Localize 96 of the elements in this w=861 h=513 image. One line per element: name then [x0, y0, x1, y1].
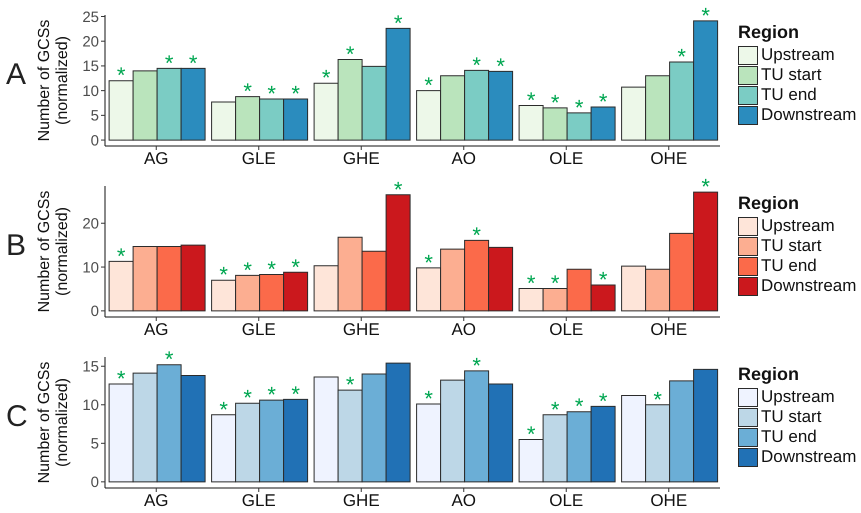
data-label: * [701, 174, 710, 200]
data-label: * [346, 41, 355, 66]
text: C [6, 400, 28, 434]
legend-label: TU end [761, 256, 817, 276]
data-label: * [394, 10, 403, 36]
x-tick-label: OLE [549, 149, 584, 168]
data-label: * [219, 262, 228, 288]
x-tick-label: GLE [242, 491, 276, 510]
data-label: * [346, 372, 355, 398]
data-label: * [116, 62, 126, 88]
x-tick-label: AO [451, 149, 476, 168]
data-label: * [291, 381, 300, 406]
y-tick-label: 15 [82, 358, 99, 376]
x-tick-label: OLE [549, 491, 584, 510]
x-tick-label: AG [144, 491, 169, 510]
data-label: * [291, 81, 300, 106]
data-label: * [243, 257, 252, 282]
legend-label: Upstream [761, 216, 835, 236]
legend-title: Region [738, 364, 800, 385]
data-label: * [472, 52, 482, 78]
legend-title: Region [738, 22, 800, 43]
text: B [6, 229, 26, 263]
data-label: * [574, 394, 584, 419]
x-tick-label: AO [451, 320, 476, 340]
data-label: * [267, 256, 276, 282]
data-label: * [472, 222, 482, 248]
data-label: * [598, 267, 608, 292]
data-label: * [164, 50, 174, 76]
data-label: * [653, 386, 662, 412]
x-tick-label: GHE [342, 149, 380, 168]
legend-label: Downstream [761, 447, 856, 467]
data-label: * [496, 53, 506, 78]
y-tick-label: 0 [90, 132, 99, 150]
data-label: * [526, 270, 536, 296]
text: A [6, 58, 26, 92]
x-tick-label: GLE [242, 149, 276, 168]
data-label: * [188, 50, 198, 76]
data-label: * [243, 78, 252, 104]
x-tick-label: AG [144, 320, 169, 340]
y-tick-label: 0 [90, 474, 99, 492]
y-axis-title: Number of GCSs (normalized) [36, 190, 71, 312]
legend-label: Downstream [761, 276, 856, 296]
data-label: * [116, 366, 126, 391]
data-label: * [219, 396, 228, 422]
data-label: * [574, 94, 584, 120]
y-tick-label: 0 [90, 303, 99, 320]
data-label: * [424, 72, 434, 98]
data-label: * [116, 243, 126, 268]
data-label: * [550, 90, 560, 115]
y-tick-label: 15 [82, 58, 99, 76]
data-label: * [267, 382, 276, 408]
y-tick-label: 20 [82, 216, 99, 233]
legend-label: TU start [761, 407, 822, 427]
legend-label: TU end [761, 85, 817, 105]
data-label: * [550, 270, 560, 296]
data-label: * [243, 385, 252, 410]
data-label: * [322, 65, 331, 90]
data-label: * [424, 386, 434, 412]
data-label: * [598, 88, 608, 114]
y-tick-label: 25 [82, 8, 99, 26]
data-label: * [394, 176, 403, 202]
x-tick-label: GHE [342, 320, 380, 340]
legend-label: Downstream [761, 105, 856, 125]
legend-label: Upstream [761, 387, 835, 407]
data-label: * [526, 421, 536, 446]
data-label: * [291, 254, 300, 280]
data-label: * [598, 388, 608, 414]
data-label: * [267, 81, 276, 106]
legend-label: Upstream [761, 45, 835, 65]
y-axis-title: Number of GCSs (normalized) [36, 20, 71, 142]
x-tick-label: OHE [650, 149, 688, 168]
x-tick-label: OHE [650, 320, 688, 340]
data-label: * [550, 396, 560, 422]
x-tick-label: AG [144, 149, 169, 168]
legend-title: Region [738, 193, 800, 214]
y-axis-title: Number of GCSs (normalized) [36, 362, 71, 484]
y-tick-label: 5 [90, 108, 99, 125]
data-label: * [472, 352, 482, 378]
data-label: * [164, 346, 174, 372]
data-label: * [424, 250, 434, 275]
y-tick-label: 10 [82, 82, 99, 100]
data-label: * [526, 87, 536, 112]
x-tick-label: GLE [242, 320, 276, 340]
y-tick-label: 10 [82, 259, 99, 276]
x-tick-label: AO [451, 491, 476, 510]
y-tick-label: 5 [90, 436, 99, 453]
legend-label: TU start [761, 236, 822, 256]
y-tick-label: 10 [82, 397, 99, 414]
y-tick-label: 20 [82, 34, 99, 51]
data-label: * [701, 2, 710, 28]
x-tick-label: GHE [342, 491, 380, 510]
data-label: * [677, 44, 686, 69]
x-tick-label: OHE [650, 491, 688, 510]
legend-label: TU end [761, 427, 817, 447]
legend-label: TU start [761, 65, 822, 85]
x-tick-label: OLE [549, 320, 584, 340]
